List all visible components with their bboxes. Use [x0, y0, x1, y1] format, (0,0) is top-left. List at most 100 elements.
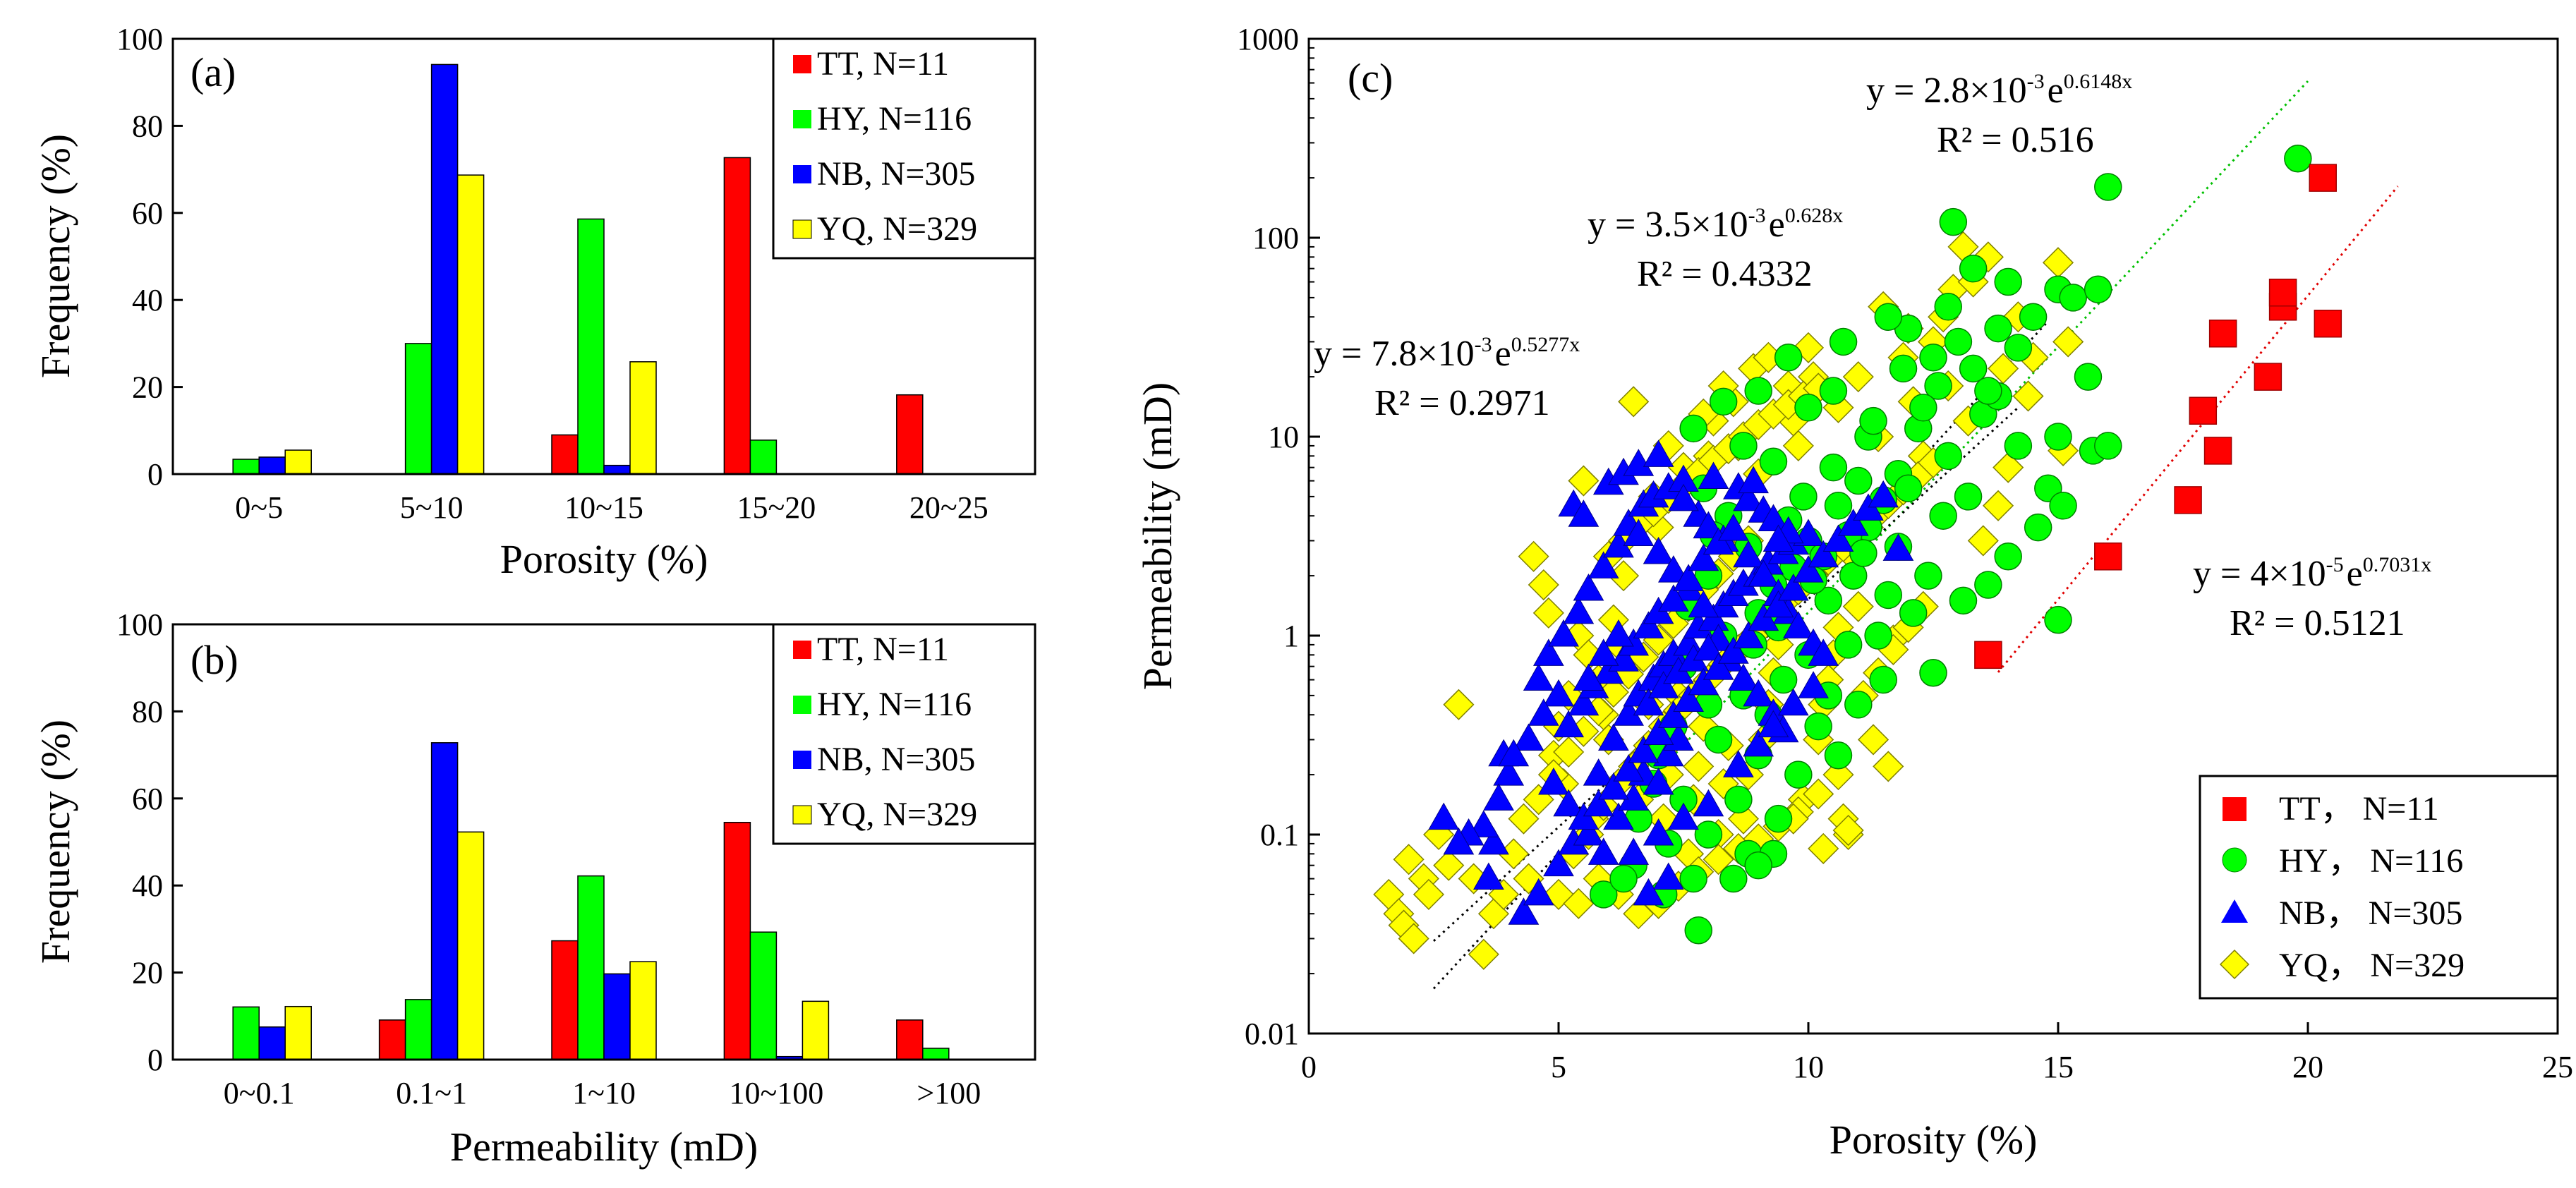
point-yq	[1563, 887, 1595, 919]
x-tick-label: 10~100	[729, 1076, 823, 1110]
x-tick-label: >100	[917, 1076, 981, 1110]
point-nb	[1782, 611, 1814, 638]
point-hy	[1984, 314, 2012, 343]
bar-nb	[603, 464, 631, 475]
legend-marker-hy	[2222, 847, 2247, 873]
x-tick-label: 15	[2043, 1050, 2074, 1084]
point-nb	[1633, 611, 1664, 638]
y-tick-label: 60	[132, 196, 163, 231]
point-hy	[1869, 665, 1897, 694]
point-hy	[1889, 354, 1918, 383]
point-hy	[1924, 372, 1952, 400]
point-tt	[2254, 363, 2282, 391]
legend-box	[772, 37, 1036, 260]
point-nb	[1633, 688, 1664, 716]
bar-tt	[378, 1019, 406, 1060]
panel-b-tag: (b)	[191, 637, 238, 683]
point-hy	[1994, 543, 2022, 571]
y-tick-label: 40	[132, 868, 163, 903]
point-hy	[2094, 173, 2122, 201]
point-hy	[1944, 327, 1973, 356]
point-tt	[2268, 279, 2297, 307]
point-nb	[1822, 524, 1854, 552]
point-hy	[1724, 785, 1753, 814]
y-tick-label: 100	[116, 607, 163, 642]
point-nb	[1673, 684, 1704, 712]
point-nb	[1717, 514, 1749, 541]
point-nb	[1588, 638, 1619, 666]
point-hy	[1939, 207, 1968, 236]
y-tick-label: 20	[132, 370, 163, 405]
y-tick-label: 100	[1252, 221, 1299, 255]
point-hy	[1929, 502, 1957, 530]
point-hy	[2004, 432, 2033, 460]
point-nb	[1762, 590, 1794, 618]
legend-label-nb: NB， N=305	[2279, 895, 2462, 932]
point-yq	[1508, 803, 1540, 835]
point-nb	[1668, 483, 1699, 511]
legend-swatch-nb	[793, 751, 811, 769]
point-nb	[1568, 688, 1600, 716]
point-nb	[1603, 619, 1634, 647]
point-nb	[1583, 789, 1614, 817]
point-hy	[1679, 414, 1707, 443]
point-hy	[2059, 284, 2087, 312]
point-nb	[1618, 837, 1650, 865]
point-yq	[1468, 938, 1499, 970]
x-tick-label: 0~0.1	[224, 1076, 295, 1110]
point-hy	[1694, 820, 1723, 849]
bar-nb	[603, 973, 631, 1060]
legend-swatch-yq	[792, 805, 812, 825]
point-hy	[1709, 387, 1738, 416]
eq-pow: 0.6148x	[2064, 70, 2133, 93]
legend-swatch-hy	[793, 696, 811, 714]
point-hy	[2044, 605, 2072, 634]
point-hy	[2094, 432, 2122, 460]
eq-main: y = 2.8×10	[1866, 71, 2027, 111]
bar-yq	[802, 1000, 830, 1060]
point-yq	[1433, 849, 1465, 881]
x-tick-label: 25	[2542, 1050, 2573, 1084]
point-nb	[1553, 789, 1585, 817]
bar-tt	[896, 394, 924, 475]
legend-swatch-hy	[793, 110, 811, 128]
eq-exp: -5	[2326, 553, 2344, 576]
point-hy	[1589, 880, 1618, 909]
point-nb	[1483, 783, 1514, 811]
eq-e: e	[1495, 334, 1511, 374]
point-hy	[1829, 327, 1858, 356]
point-nb	[1758, 710, 1789, 738]
point-yq	[1518, 540, 1549, 572]
panel-c-xlabel: Porosity (%)	[1830, 1117, 2038, 1163]
eq-e: e	[1769, 205, 1785, 245]
point-nb	[1473, 862, 1504, 890]
point-nb	[1798, 671, 1829, 698]
y-tick-label: 80	[132, 694, 163, 729]
point-yq	[1532, 597, 1564, 629]
point-hy	[1934, 293, 1962, 321]
eq-exp: -3	[2027, 70, 2045, 93]
bar-nb	[258, 456, 286, 475]
point-nb	[1777, 688, 1809, 716]
bar-hy	[232, 459, 260, 475]
point-hy	[1819, 453, 1848, 482]
point-nb	[1868, 480, 1899, 508]
point-nb	[1738, 466, 1769, 494]
legend-label-nb: NB, N=305	[817, 155, 975, 193]
point-nb	[1882, 533, 1914, 561]
point-hy	[2044, 423, 2072, 451]
y-tick-label: 100	[116, 22, 163, 56]
point-yq	[1618, 386, 1650, 418]
point-yq	[1683, 751, 1715, 782]
panel-a-legend: TT, N=11 HY, N=116 NB, N=305 YQ, N=329	[772, 37, 1036, 260]
point-nb	[1573, 663, 1604, 691]
legend-label-tt: TT， N=11	[2279, 790, 2439, 828]
point-hy	[1934, 442, 1962, 471]
y-tick-label: 0	[147, 1043, 163, 1077]
y-tick-label: 0.1	[1260, 818, 1299, 852]
panel-b: 0 20 40 60 80 100 0~0.1 0.1~1 1~10 10~100 >100 (b)…	[32, 607, 1036, 1170]
x-tick-label: 1~10	[572, 1076, 636, 1110]
eq-main: y = 7.8×10	[1314, 334, 1475, 374]
point-hy	[1719, 864, 1748, 893]
point-nb	[1553, 710, 1585, 738]
